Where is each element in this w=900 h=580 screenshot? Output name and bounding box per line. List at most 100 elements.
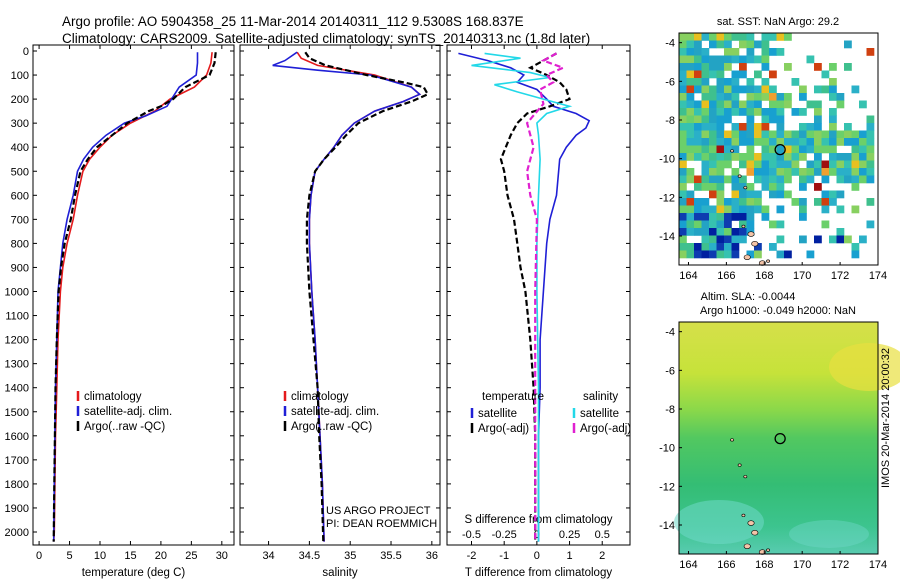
- temperature-x-tick-label: 0: [36, 550, 42, 562]
- series-line-magenta: [525, 52, 566, 542]
- island-shape: [747, 520, 755, 526]
- sst-cell: [761, 160, 770, 169]
- sst-cell: [866, 198, 875, 206]
- sst-cell: [686, 93, 695, 101]
- sst-cell: [814, 183, 822, 191]
- sst-cell: [679, 100, 687, 109]
- sst-cell: [844, 63, 852, 71]
- sst-cell: [679, 33, 687, 41]
- sst-cell: [724, 145, 732, 154]
- sst-cell: [724, 115, 732, 124]
- sst-cell: [851, 183, 860, 191]
- sla-map-subtitle: Argo h1000: -0.049 h2000: NaN: [700, 305, 856, 317]
- sst-cell: [686, 220, 695, 229]
- sst-cell: [761, 153, 770, 161]
- sst-cell: [746, 93, 755, 101]
- sst-cell: [709, 160, 717, 169]
- sst-cell: [701, 33, 710, 41]
- sst-cell: [679, 55, 687, 64]
- sst-cell: [769, 108, 777, 116]
- sst-cell: [844, 175, 852, 184]
- sst-cell: [709, 235, 717, 244]
- sst-cell: [709, 213, 717, 221]
- longitude-tick-label: 172: [831, 270, 849, 282]
- sst-cell: [821, 70, 830, 79]
- longitude-tick-label: 168: [755, 270, 773, 282]
- sst-cell: [731, 183, 740, 191]
- sst-cell: [821, 160, 830, 169]
- sst-cell: [746, 198, 755, 206]
- salinity-x-tick-label: 34.5: [299, 550, 320, 562]
- sst-cell: [746, 85, 755, 94]
- depth-tick-label: 1000: [5, 287, 29, 299]
- sst-cell: [814, 160, 822, 169]
- difference-x-axis-label: T difference from climatology: [465, 567, 612, 579]
- sst-cell: [776, 160, 785, 169]
- sst-cell: [739, 235, 747, 244]
- sst-cell: [829, 198, 837, 206]
- sst-cell: [799, 183, 807, 191]
- sst-cell: [799, 235, 807, 244]
- sst-cell: [806, 130, 815, 139]
- longitude-tick-label: 170: [793, 559, 811, 571]
- sst-cell: [866, 160, 875, 169]
- sst-cell: [709, 153, 717, 161]
- sst-cell: [716, 168, 725, 176]
- latitude-tick-label: -12: [659, 192, 675, 204]
- longitude-tick-label: 174: [869, 270, 887, 282]
- sst-cell: [724, 33, 732, 41]
- profile-location-marker: [774, 432, 786, 445]
- series-line-black: [52, 52, 217, 542]
- temperature-x-axis-label: temperature (deg C): [82, 567, 186, 579]
- depth-tick-label: 1400: [5, 383, 29, 395]
- sst-cell: [701, 160, 710, 169]
- sst-cell: [746, 190, 755, 199]
- sst-cell: [836, 160, 845, 169]
- sst-cell: [821, 85, 830, 94]
- sst-cell: [784, 250, 792, 259]
- temperature-x-tick-label: 5: [66, 550, 72, 562]
- sst-cell: [686, 190, 695, 199]
- sst-cell: [716, 198, 725, 206]
- sst-cell: [686, 250, 695, 259]
- sst-cell: [761, 63, 770, 71]
- sst-cell: [709, 183, 717, 191]
- sst-cell: [679, 190, 687, 199]
- sst-cell: [784, 190, 792, 199]
- longitude-tick-label: 170: [793, 270, 811, 282]
- sst-cell: [694, 138, 702, 146]
- series-line-blue: [272, 51, 422, 542]
- legend-entry: Argo(..raw -QC): [291, 421, 372, 433]
- sst-cell: [829, 160, 837, 169]
- sst-cell: [746, 100, 755, 109]
- sst-cell: [739, 153, 747, 161]
- sst-cell: [791, 168, 800, 176]
- depth-tick-label: 500: [11, 166, 29, 178]
- sst-cell: [806, 123, 815, 131]
- sst-cell: [851, 168, 860, 176]
- sst-cell: [769, 175, 777, 184]
- sst-cell: [821, 205, 830, 214]
- sst-cell: [836, 235, 845, 244]
- sst-cell: [709, 70, 717, 79]
- sst-cell: [776, 48, 785, 56]
- sst-cell: [784, 153, 792, 161]
- sst-cell: [866, 115, 875, 124]
- sst-cell: [814, 85, 822, 94]
- sst-cell: [754, 55, 762, 64]
- sst-cell: [776, 108, 785, 116]
- sst-cell: [731, 138, 740, 146]
- sst-cell: [746, 108, 755, 116]
- sst-cell: [679, 235, 687, 244]
- latitude-tick-label: -4: [665, 327, 675, 339]
- sst-cell: [716, 160, 725, 169]
- salinity-x-tick-label: 35: [344, 550, 356, 562]
- depth-tick-label: 1800: [5, 479, 29, 491]
- sst-cell: [769, 130, 777, 139]
- sst-cell: [701, 183, 710, 191]
- sst-cell: [821, 130, 830, 139]
- sst-cell: [799, 138, 807, 146]
- sst-cell: [739, 123, 747, 131]
- sst-cell: [799, 175, 807, 184]
- sst-cell: [836, 130, 845, 139]
